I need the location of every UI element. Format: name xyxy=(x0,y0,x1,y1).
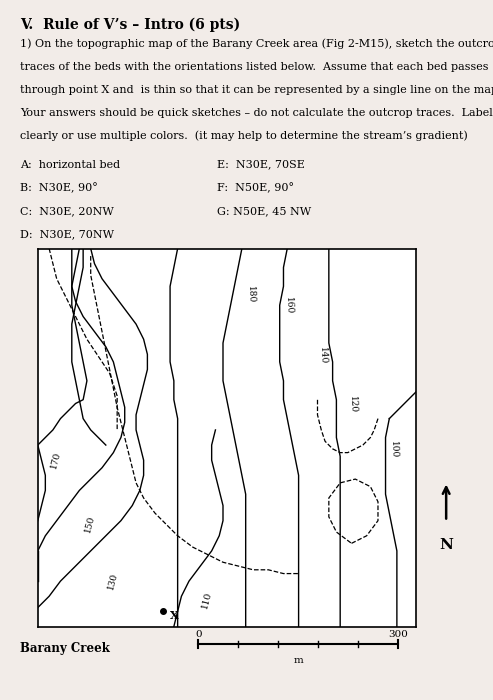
Text: X: X xyxy=(170,610,178,621)
Text: 300: 300 xyxy=(388,629,408,638)
Text: N: N xyxy=(439,538,453,552)
Text: traces of the beds with the orientations listed below.  Assume that each bed pas: traces of the beds with the orientations… xyxy=(20,62,488,71)
Text: G: N50E, 45 NW: G: N50E, 45 NW xyxy=(217,206,311,216)
Text: 110: 110 xyxy=(200,591,213,610)
Text: C:  N30E, 20NW: C: N30E, 20NW xyxy=(20,206,113,216)
Text: 180: 180 xyxy=(246,286,255,303)
Text: F:  N50E, 90°: F: N50E, 90° xyxy=(217,183,294,193)
Text: clearly or use multiple colors.  (it may help to determine the stream’s gradient: clearly or use multiple colors. (it may … xyxy=(20,131,467,141)
Text: Barany Creek: Barany Creek xyxy=(20,643,109,655)
Text: Your answers should be quick sketches – do not calculate the outcrop traces.  La: Your answers should be quick sketches – … xyxy=(20,108,493,118)
Text: 170: 170 xyxy=(49,451,62,470)
Text: m: m xyxy=(293,656,303,665)
Text: 0: 0 xyxy=(195,629,202,638)
Text: 130: 130 xyxy=(106,572,119,591)
Text: 150: 150 xyxy=(83,515,96,534)
Text: through point X and  is thin so that it can be represented by a single line on t: through point X and is thin so that it c… xyxy=(20,85,493,95)
Text: 1) On the topographic map of the Barany Creek area (Fig 2-M15), sketch the outcr: 1) On the topographic map of the Barany … xyxy=(20,38,493,49)
Text: E:  N30E, 70SE: E: N30E, 70SE xyxy=(217,160,305,169)
Text: 120: 120 xyxy=(348,395,357,413)
Text: D:  N30E, 70NW: D: N30E, 70NW xyxy=(20,229,114,239)
Text: 160: 160 xyxy=(283,298,293,315)
Text: A:  horizontal bed: A: horizontal bed xyxy=(20,160,120,169)
Text: 100: 100 xyxy=(389,441,399,458)
Text: 140: 140 xyxy=(317,346,327,364)
Text: V.  Rule of V’s – Intro (6 pts): V. Rule of V’s – Intro (6 pts) xyxy=(20,18,240,32)
Text: B:  N30E, 90°: B: N30E, 90° xyxy=(20,183,98,193)
